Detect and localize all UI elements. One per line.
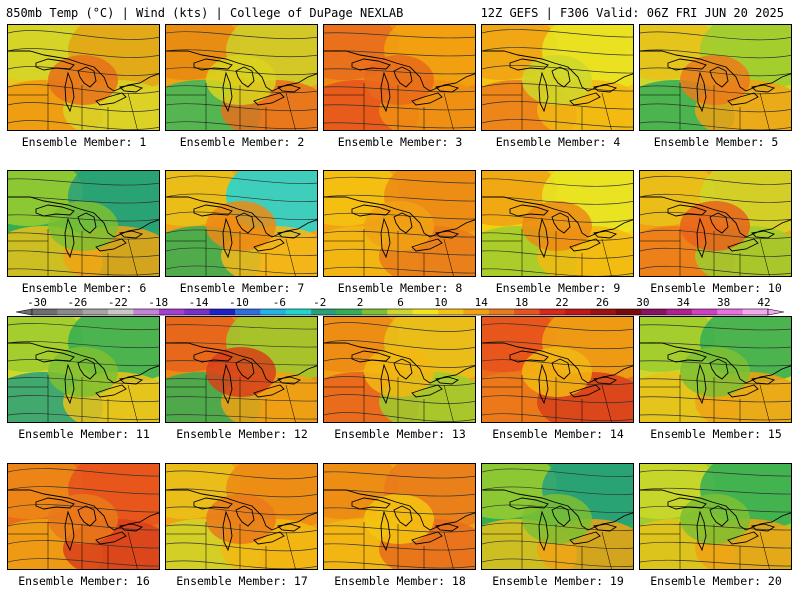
ensemble-member-map — [165, 463, 318, 570]
header-title: 850mb Temp (°C) | Wind (kts) | College o… — [6, 6, 404, 20]
ensemble-member-label: Ensemble Member: 1 — [21, 135, 147, 149]
ensemble-member-map — [165, 24, 318, 131]
colorbar-swatch — [235, 309, 261, 315]
colorbar-tick-label: 6 — [397, 296, 404, 309]
ensemble-member-label: Ensemble Member: 9 — [495, 281, 621, 295]
colorbar-tick-label: 10 — [434, 296, 447, 309]
ensemble-member-label: Ensemble Member: 18 — [334, 574, 466, 588]
ensemble-member-map — [481, 463, 634, 570]
colorbar-swatch — [564, 309, 591, 315]
colorbar-swatch — [82, 309, 109, 315]
colorbar-swatch — [361, 309, 388, 315]
colorbar-swatch — [133, 309, 160, 315]
ensemble-member-label: Ensemble Member: 11 — [18, 427, 150, 441]
colorbar-tick-label: 18 — [515, 296, 528, 309]
header-run-info: 12Z GEFS | F306 Valid: 06Z FRI JUN 20 20… — [480, 6, 784, 20]
colorbar-tick-label: 22 — [555, 296, 568, 309]
colorbar-swatch — [666, 309, 693, 315]
colorbar-tick-label: -10 — [229, 296, 249, 309]
colorbar-swatch — [412, 309, 439, 315]
colorbar-swatch — [336, 309, 363, 315]
ensemble-member-map — [7, 316, 160, 423]
colorbar-tick-label: 14 — [475, 296, 489, 309]
colorbar-swatch — [717, 309, 744, 315]
colorbar-swatch — [641, 309, 667, 315]
colorbar-swatch — [539, 309, 566, 315]
ensemble-member-map — [165, 316, 318, 423]
colorbar-low-arrow — [15, 308, 33, 316]
ensemble-member-map — [639, 24, 792, 131]
colorbar-swatch — [184, 309, 211, 315]
colorbar-swatch — [488, 309, 515, 315]
ensemble-member-map — [481, 316, 634, 423]
colorbar-tick-label: -22 — [108, 296, 128, 309]
colorbar-swatch — [209, 309, 236, 315]
ensemble-member-label: Ensemble Member: 6 — [21, 281, 147, 295]
colorbar-swatch — [108, 309, 135, 315]
ensemble-member-label: Ensemble Member: 3 — [337, 135, 463, 149]
colorbar-swatch — [463, 309, 490, 315]
ensemble-member-map — [639, 170, 792, 277]
colorbar-tick-label: 34 — [677, 296, 691, 309]
colorbar-swatch — [514, 309, 541, 315]
ensemble-member-label: Ensemble Member: 8 — [337, 281, 463, 295]
temperature-colorbar: -30 -26 -22 -18 -14 -10 -6 -2 2 6 10 14 18 22 26 30 34 38… — [15, 296, 785, 316]
colorbar-tick-label: -18 — [148, 296, 168, 309]
ensemble-member-label: Ensemble Member: 10 — [650, 281, 782, 295]
ensemble-member-map — [323, 24, 476, 131]
colorbar-tick-label: -14 — [189, 296, 209, 309]
colorbar-swatch — [387, 309, 414, 315]
colorbar-tick-label: -26 — [67, 296, 87, 309]
ensemble-member-map — [323, 316, 476, 423]
ensemble-member-map — [323, 463, 476, 570]
ensemble-member-label: Ensemble Member: 4 — [495, 135, 621, 149]
colorbar-tick-label: 30 — [636, 296, 649, 309]
colorbar-swatch — [260, 309, 287, 315]
ensemble-member-map — [165, 170, 318, 277]
ensemble-member-label: Ensemble Member: 13 — [334, 427, 466, 441]
ensemble-member-label: Ensemble Member: 12 — [176, 427, 308, 441]
colorbar-tick-label: 38 — [717, 296, 730, 309]
ensemble-member-label: Ensemble Member: 2 — [179, 135, 305, 149]
ensemble-member-map — [7, 24, 160, 131]
colorbar-tick-label: -30 — [27, 296, 47, 309]
ensemble-member-map — [7, 170, 160, 277]
ensemble-member-map — [639, 463, 792, 570]
colorbar-tick-label: 42 — [757, 296, 770, 309]
colorbar-swatch — [311, 309, 338, 315]
colorbar-swatch — [57, 309, 84, 315]
ensemble-member-label: Ensemble Member: 20 — [650, 574, 782, 588]
ensemble-member-map — [481, 24, 634, 131]
colorbar-swatch — [615, 309, 642, 315]
ensemble-member-label: Ensemble Member: 15 — [650, 427, 782, 441]
colorbar-tick-label: 2 — [357, 296, 364, 309]
ensemble-member-map — [481, 170, 634, 277]
colorbar-tick-label: -2 — [313, 296, 326, 309]
colorbar-swatch — [158, 309, 185, 315]
ensemble-member-map — [639, 316, 792, 423]
colorbar-swatch — [438, 309, 464, 315]
colorbar-swatch — [742, 309, 769, 315]
colorbar-swatch — [691, 309, 718, 315]
ensemble-member-label: Ensemble Member: 7 — [179, 281, 305, 295]
ensemble-member-map — [7, 463, 160, 570]
ensemble-member-label: Ensemble Member: 17 — [176, 574, 308, 588]
ensemble-member-label: Ensemble Member: 16 — [18, 574, 150, 588]
colorbar-tick-label: 26 — [596, 296, 609, 309]
ensemble-member-label: Ensemble Member: 5 — [653, 135, 779, 149]
colorbar-tick-label: -6 — [273, 296, 286, 309]
colorbar-swatch — [590, 309, 617, 315]
colorbar-swatch — [32, 309, 58, 315]
ensemble-member-map — [323, 170, 476, 277]
colorbar-high-arrow — [767, 308, 785, 316]
colorbar-swatch — [285, 309, 312, 315]
ensemble-member-label: Ensemble Member: 14 — [492, 427, 624, 441]
ensemble-member-label: Ensemble Member: 19 — [492, 574, 624, 588]
